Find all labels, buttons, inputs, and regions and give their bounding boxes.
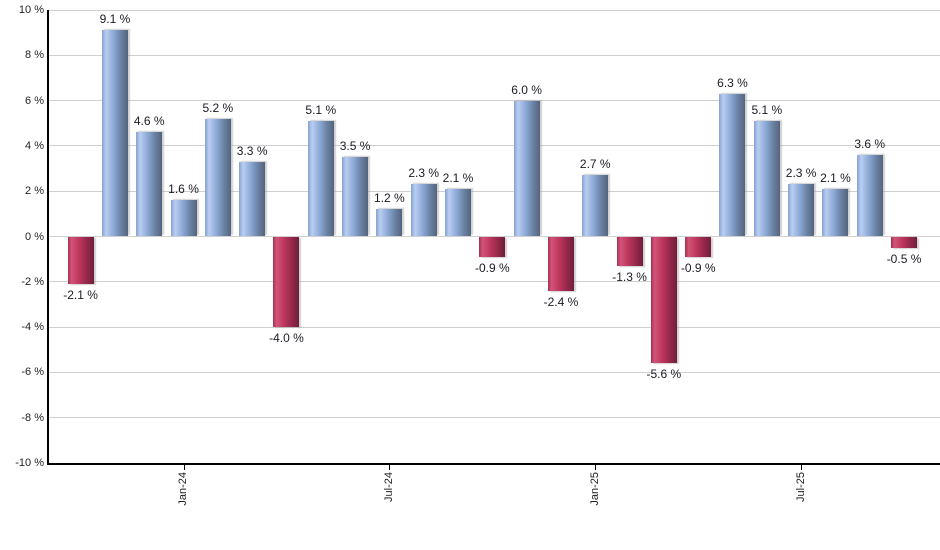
bar-value-label: 2.7 % bbox=[579, 157, 611, 172]
gridline bbox=[48, 371, 940, 373]
gridline bbox=[48, 190, 940, 192]
gridline bbox=[48, 145, 940, 147]
bar-value-label: 2.3 % bbox=[785, 166, 817, 181]
bar-value-label: 1.2 % bbox=[374, 191, 405, 206]
bar bbox=[547, 236, 574, 291]
x-axis-tick bbox=[801, 465, 803, 470]
gridline bbox=[48, 9, 940, 11]
y-axis-tick-label: 2 % bbox=[25, 185, 44, 198]
bar bbox=[273, 236, 300, 328]
bar bbox=[410, 184, 437, 237]
bar bbox=[136, 132, 163, 237]
bar bbox=[445, 188, 471, 237]
y-axis-tick-label: -8 % bbox=[21, 411, 44, 424]
x-axis-tick bbox=[389, 465, 391, 470]
bar-value-label: -0.9 % bbox=[680, 260, 716, 275]
bar bbox=[650, 236, 677, 364]
bar-value-label: -2.4 % bbox=[543, 294, 579, 309]
bar bbox=[307, 120, 334, 237]
y-axis-tick-label: -4 % bbox=[21, 321, 44, 334]
x-axis-tick bbox=[595, 465, 597, 470]
bar-value-label: 9.1 % bbox=[99, 12, 131, 27]
y-axis-line bbox=[47, 10, 49, 465]
bar-value-label: 3.6 % bbox=[854, 136, 886, 151]
x-axis-tick bbox=[183, 465, 185, 470]
gridline bbox=[48, 100, 940, 102]
bar bbox=[685, 236, 712, 257]
gridline bbox=[48, 326, 940, 328]
bar-value-label: 1.6 % bbox=[168, 182, 199, 197]
gridline bbox=[48, 417, 940, 419]
bar-value-label: 2.1 % bbox=[442, 170, 474, 185]
bar bbox=[67, 236, 94, 285]
x-axis-tick-label: Jul-24 bbox=[382, 472, 395, 502]
x-axis-tick-label: Jan-25 bbox=[588, 472, 601, 506]
x-axis-tick-label: Jul-25 bbox=[794, 472, 807, 502]
bar bbox=[479, 236, 506, 257]
y-axis-tick-label: -2 % bbox=[21, 275, 44, 288]
bar-value-label: 6.0 % bbox=[511, 82, 542, 97]
y-axis-tick-label: 4 % bbox=[25, 139, 44, 152]
bar bbox=[856, 154, 883, 237]
x-axis-tick-label: Jan-24 bbox=[177, 472, 190, 506]
bar-value-label: -1.3 % bbox=[612, 269, 647, 284]
bar-value-label: -5.6 % bbox=[646, 367, 682, 382]
y-axis-tick-label: 10 % bbox=[18, 4, 44, 16]
y-axis-tick-label: 6 % bbox=[25, 94, 44, 107]
bar-value-label: 5.2 % bbox=[202, 100, 234, 115]
bar bbox=[616, 236, 643, 266]
bar bbox=[376, 209, 403, 237]
bar bbox=[719, 93, 746, 237]
bar-value-label: 3.3 % bbox=[236, 143, 268, 158]
bar-value-label: -0.9 % bbox=[474, 260, 510, 275]
bar bbox=[101, 30, 128, 237]
bar-value-label: 2.1 % bbox=[820, 170, 851, 185]
bar-value-label: 5.1 % bbox=[751, 102, 783, 117]
bar bbox=[170, 200, 197, 237]
bar-value-label: 6.3 % bbox=[717, 75, 748, 90]
y-axis-tick-label: 0 % bbox=[25, 230, 44, 243]
bar bbox=[204, 118, 231, 237]
y-axis-tick-label: 8 % bbox=[25, 49, 44, 62]
bar bbox=[753, 120, 780, 237]
bar bbox=[822, 188, 849, 237]
bar-value-label: 2.3 % bbox=[408, 166, 440, 181]
bar bbox=[582, 175, 609, 237]
bar-value-label: 5.1 % bbox=[305, 102, 337, 117]
bar-value-label: 4.6 % bbox=[133, 114, 165, 129]
bar-value-label: -0.5 % bbox=[886, 251, 922, 266]
bar bbox=[891, 236, 918, 248]
gridline bbox=[48, 54, 940, 56]
bar-value-label: -2.1 % bbox=[63, 288, 98, 303]
gridline bbox=[48, 281, 940, 283]
bar bbox=[788, 184, 815, 237]
bar bbox=[239, 161, 266, 237]
y-axis-tick-label: -10 % bbox=[15, 457, 44, 469]
bar-value-label: -4.0 % bbox=[269, 331, 304, 346]
y-axis-tick-label: -6 % bbox=[21, 366, 44, 379]
bar bbox=[513, 100, 540, 237]
x-axis-line bbox=[47, 463, 940, 465]
bar-value-label: 3.5 % bbox=[339, 139, 371, 154]
bar bbox=[342, 157, 369, 237]
